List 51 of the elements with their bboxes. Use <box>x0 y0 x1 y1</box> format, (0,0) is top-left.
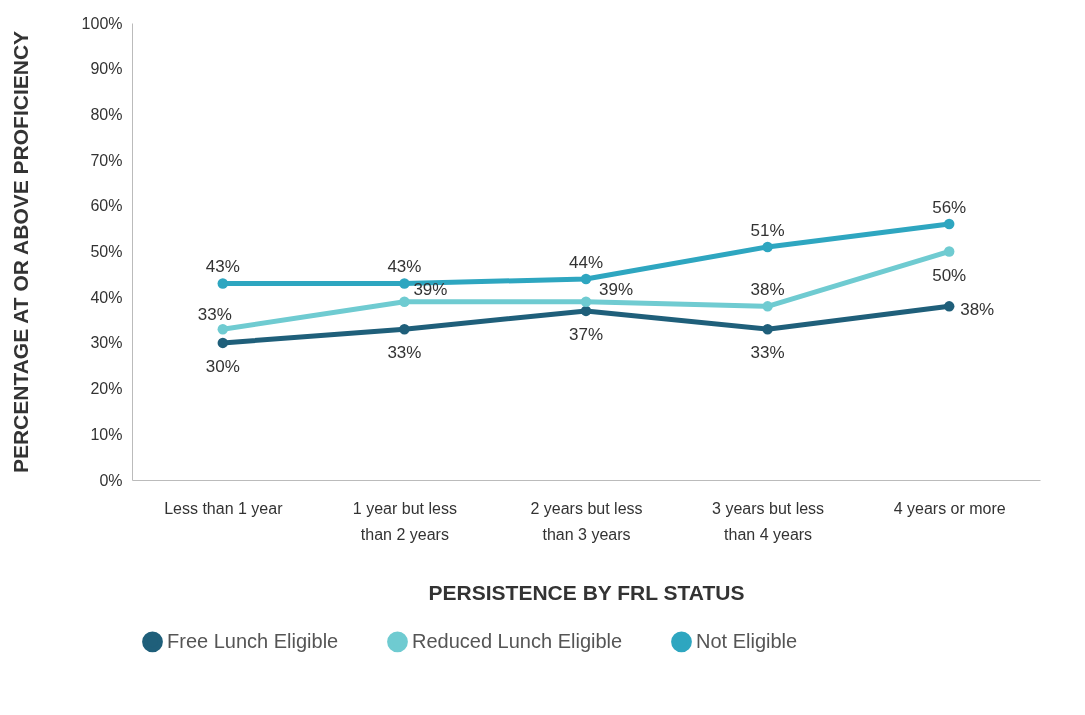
legend-label: Reduced Lunch Eligible <box>412 629 623 652</box>
data-label: 33% <box>750 343 785 363</box>
point <box>217 337 229 349</box>
y-tick-label: 20% <box>90 380 123 398</box>
x-axis-title: PERSISTENCE BY FRL STATUS <box>428 580 745 604</box>
data-label: 39% <box>598 279 634 299</box>
legend-label: Not Eligible <box>696 629 798 652</box>
data-label: 56% <box>932 198 967 218</box>
x-tick-label: 2 years but less than 3 years <box>530 499 643 543</box>
y-tick-label: 10% <box>90 425 123 443</box>
data-label: 30% <box>205 356 240 376</box>
point <box>762 323 773 335</box>
y-tick-label: 30% <box>90 334 123 352</box>
y-tick-label: 90% <box>90 60 123 78</box>
data-label: 33% <box>197 305 232 325</box>
data-label: 50% <box>932 265 967 285</box>
y-tick-label: 40% <box>90 288 123 306</box>
data-label: 33% <box>387 343 422 363</box>
point <box>943 246 955 257</box>
y-tick-label: 50% <box>90 243 123 260</box>
data-label: 51% <box>750 220 785 240</box>
point <box>217 278 229 289</box>
data-label: 38% <box>960 300 995 320</box>
point <box>217 323 229 335</box>
y-tick-label: 60% <box>90 197 123 215</box>
point <box>943 218 955 230</box>
data-label: 44% <box>568 252 604 272</box>
y-tick-label: 80% <box>90 105 123 123</box>
point <box>580 305 592 317</box>
x-tick-label: 3 years but less than 4 years <box>712 499 825 543</box>
data-label: 38% <box>750 280 785 300</box>
legend-label: Free Lunch Eligible <box>167 629 339 652</box>
data-label: 37% <box>568 324 604 344</box>
point <box>943 301 955 312</box>
x-tick-label: Less than 1 year <box>164 499 284 517</box>
point <box>399 278 410 289</box>
y-tick-label: 70% <box>90 151 123 169</box>
data-label: 39% <box>413 279 448 299</box>
y-tick-label: 0% <box>99 471 123 489</box>
point <box>580 296 592 307</box>
y-axis-title: PERCENTAGE AT OR ABOVE PROFICIENCY <box>8 30 32 474</box>
point <box>399 323 410 335</box>
point <box>580 273 592 285</box>
data-label: 43% <box>387 257 422 277</box>
x-tick-label: 4 years or more <box>893 499 1006 517</box>
y-tick-label: 100% <box>81 14 123 32</box>
data-label: 43% <box>205 257 240 277</box>
point <box>762 241 773 253</box>
x-tick-label: 1 year but less than 2 years <box>352 499 457 543</box>
point <box>399 296 410 307</box>
point <box>762 301 773 312</box>
